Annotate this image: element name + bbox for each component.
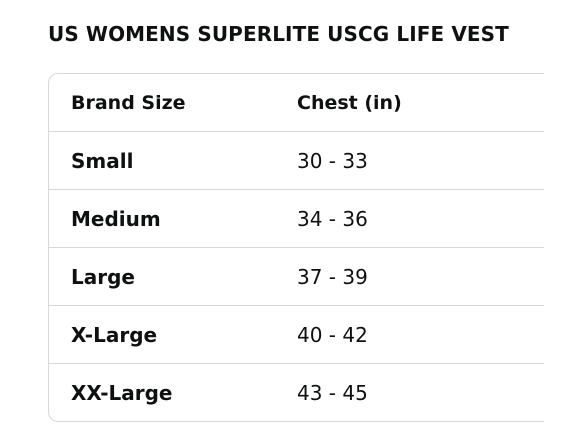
- page-title: US WOMENS SUPERLITE USCG LIFE VEST: [48, 22, 509, 46]
- table-row: Medium 34 - 36: [49, 190, 544, 248]
- size-chart-table: Brand Size Chest (in) Small 30 - 33 Medi…: [48, 73, 544, 422]
- size-cell: Medium: [71, 206, 161, 231]
- size-cell: Small: [71, 148, 134, 173]
- chest-cell: 37 - 39: [297, 264, 368, 289]
- table-row: X-Large 40 - 42: [49, 306, 544, 364]
- table-row: XX-Large 43 - 45: [49, 364, 544, 421]
- chest-cell: 40 - 42: [297, 322, 368, 347]
- header-chest: Chest (in): [297, 91, 402, 114]
- table-header-row: Brand Size Chest (in): [49, 74, 544, 132]
- size-cell: Large: [71, 264, 135, 289]
- table-row: Small 30 - 33: [49, 132, 544, 190]
- chest-cell: 30 - 33: [297, 148, 368, 173]
- chest-cell: 34 - 36: [297, 206, 368, 231]
- header-brand-size: Brand Size: [71, 91, 186, 114]
- chest-cell: 43 - 45: [297, 381, 368, 405]
- size-cell: XX-Large: [71, 381, 173, 405]
- size-cell: X-Large: [71, 322, 158, 347]
- table-row: Large 37 - 39: [49, 248, 544, 306]
